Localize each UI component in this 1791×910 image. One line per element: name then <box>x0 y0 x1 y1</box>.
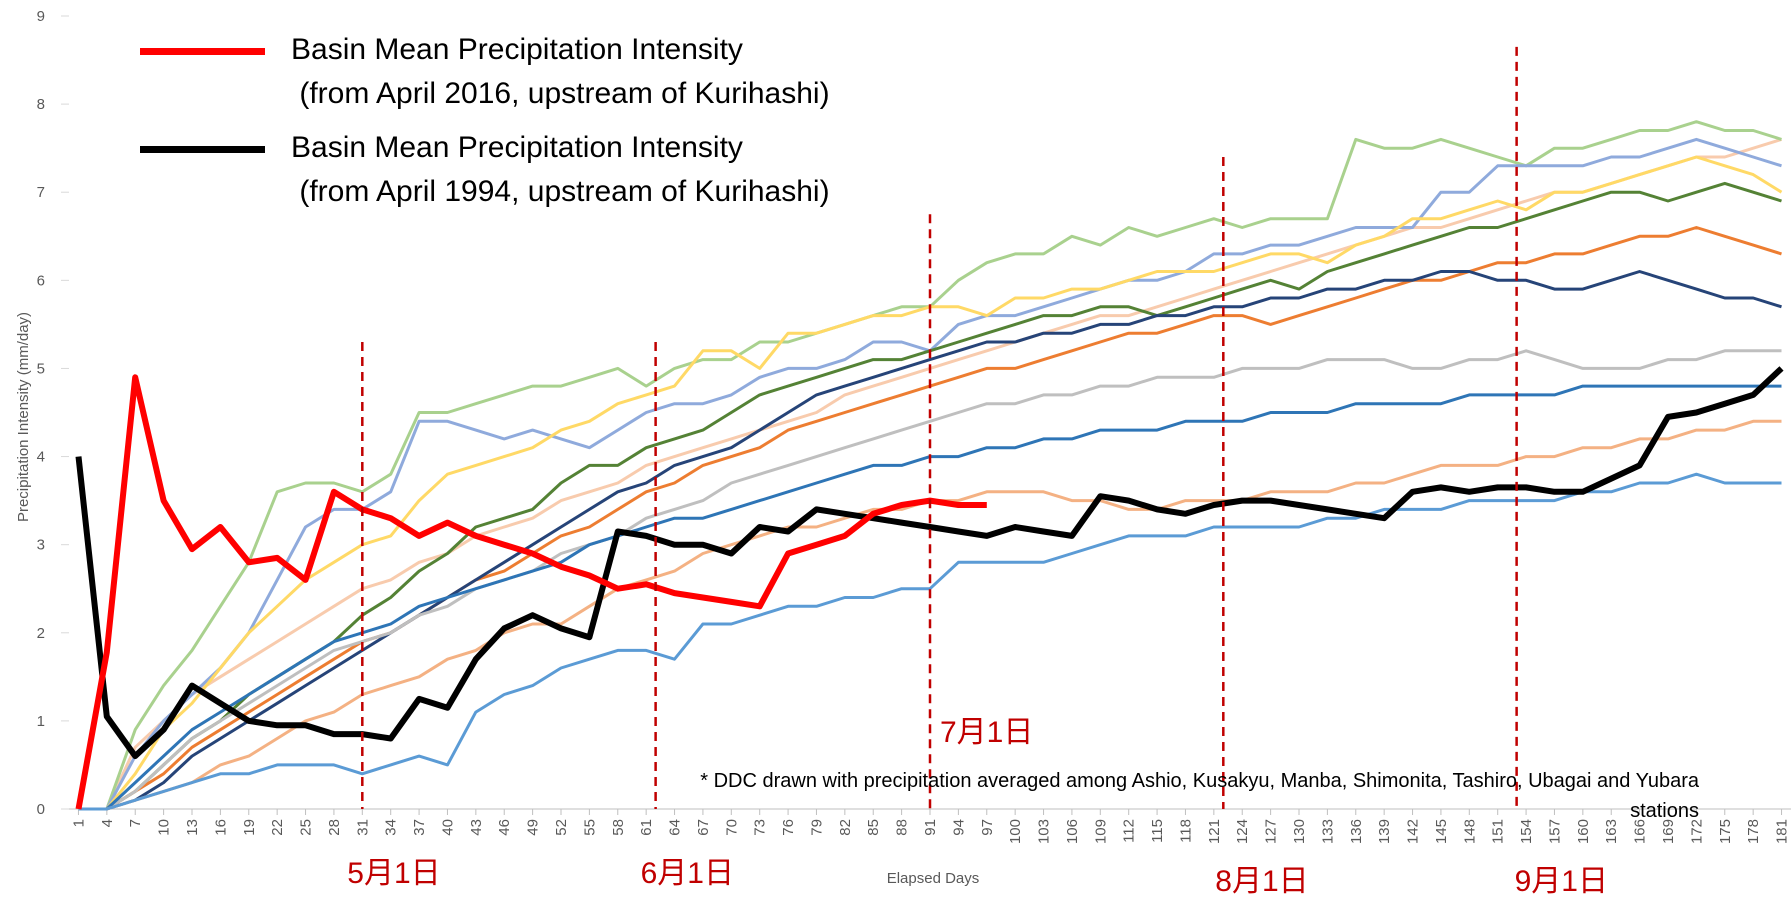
x-tick-label: 91 <box>922 819 939 836</box>
x-tick-label: 145 <box>1433 819 1450 844</box>
x-tick-label: 109 <box>1092 819 1109 844</box>
x-tick-label: 31 <box>354 819 371 836</box>
x-tick-label: 121 <box>1206 819 1223 844</box>
x-tick-label: 46 <box>496 819 513 836</box>
x-tick-label: 67 <box>695 819 712 836</box>
x-tick-label: 139 <box>1376 819 1393 844</box>
month-label: 7月1日 <box>940 716 1033 749</box>
month-label: 8月1日 <box>1215 865 1308 898</box>
y-tick-label: 0 <box>37 801 45 818</box>
x-tick-label: 10 <box>156 819 173 836</box>
x-tick-label: 22 <box>269 819 286 836</box>
legend-item: Basin Mean Precipitation Intensity (from… <box>140 28 830 116</box>
month-label: 9月1日 <box>1515 865 1608 898</box>
x-tick-label: 7 <box>127 819 144 827</box>
x-tick-label: 106 <box>1064 819 1081 844</box>
x-tick-label: 43 <box>468 819 485 836</box>
y-tick-label: 5 <box>37 360 45 377</box>
x-tick-label: 88 <box>894 819 911 836</box>
legend-label: Basin Mean Precipitation Intensity (from… <box>291 33 830 110</box>
x-tick-label: 169 <box>1660 819 1677 844</box>
x-tick-label: 94 <box>950 819 967 836</box>
x-tick-label: 16 <box>212 819 229 836</box>
x-tick-label: 49 <box>525 819 542 836</box>
y-tick-label: 6 <box>37 272 45 289</box>
series-line <box>75 374 987 810</box>
month-label: 6月1日 <box>641 857 734 890</box>
x-tick-label: 124 <box>1234 819 1251 844</box>
x-tick-label: 64 <box>667 819 684 836</box>
legend-swatch <box>140 48 265 55</box>
x-tick-label: 19 <box>241 819 258 836</box>
y-tick-label: 2 <box>37 625 45 642</box>
x-tick-label: 166 <box>1632 819 1649 844</box>
series-line <box>78 419 1782 811</box>
y-tick-label: 7 <box>37 184 45 201</box>
x-tick-label: 148 <box>1461 819 1478 844</box>
x-tick-label: 115 <box>1149 819 1166 843</box>
legend-swatch <box>140 146 265 153</box>
x-tick-label: 73 <box>752 819 769 836</box>
x-tick-label: 100 <box>1007 819 1024 844</box>
x-tick-label: 85 <box>865 819 882 836</box>
x-tick-label: 4 <box>99 819 116 827</box>
legend-label: Basin Mean Precipitation Intensity (from… <box>291 131 830 208</box>
x-axis-title: Elapsed Days <box>887 870 980 887</box>
x-tick-label: 13 <box>184 819 201 836</box>
x-tick-label: 142 <box>1405 819 1422 844</box>
x-tick-label: 175 <box>1717 819 1734 844</box>
series-line <box>78 120 1782 811</box>
x-tick-label: 103 <box>1036 819 1053 844</box>
x-tick-label: 82 <box>837 819 854 836</box>
x-tick-label: 163 <box>1603 819 1620 844</box>
x-tick-label: 157 <box>1546 819 1563 844</box>
x-tick-label: 178 <box>1745 819 1762 844</box>
x-tick-label: 172 <box>1688 819 1705 844</box>
x-tick-label: 76 <box>780 819 797 836</box>
x-tick-label: 136 <box>1348 819 1365 844</box>
legend-item: Basin Mean Precipitation Intensity (from… <box>140 126 830 214</box>
x-tick-label: 28 <box>326 819 343 836</box>
x-tick-label: 181 <box>1774 819 1791 844</box>
x-tick-label: 118 <box>1177 819 1194 843</box>
x-tick-label: 52 <box>553 819 570 836</box>
y-tick-label: 3 <box>37 537 45 554</box>
x-tick-label: 160 <box>1575 819 1592 844</box>
x-tick-label: 55 <box>581 819 598 836</box>
x-tick-label: 151 <box>1490 819 1507 844</box>
footnote: * DDC drawn with precipitation averaged … <box>700 770 1699 822</box>
month-label: 5月1日 <box>347 857 440 890</box>
x-tick-label: 154 <box>1518 819 1535 844</box>
y-tick-label: 8 <box>37 96 45 113</box>
y-tick-label: 9 <box>37 8 45 25</box>
x-tick-label: 133 <box>1319 819 1336 844</box>
x-tick-label: 37 <box>411 819 428 836</box>
y-tick-label: 4 <box>37 449 45 466</box>
x-tick-label: 25 <box>298 819 315 836</box>
x-tick-label: 1 <box>70 819 87 827</box>
x-tick-label: 112 <box>1121 819 1138 843</box>
x-tick-label: 34 <box>383 819 400 836</box>
x-tick-label: 127 <box>1263 819 1280 844</box>
y-axis-title: Precipitation Intensity (mm/day) <box>15 312 32 522</box>
x-tick-label: 58 <box>610 819 627 836</box>
x-tick-label: 61 <box>638 819 655 836</box>
x-tick-label: 40 <box>439 819 456 836</box>
y-tick-label: 1 <box>37 713 45 730</box>
x-tick-label: 97 <box>979 819 996 836</box>
series-line <box>78 349 1782 811</box>
series-line <box>78 472 1782 811</box>
x-tick-label: 70 <box>723 819 740 836</box>
x-tick-label: 130 <box>1291 819 1308 844</box>
legend: Basin Mean Precipitation Intensity (from… <box>140 28 830 224</box>
x-tick-label: 79 <box>808 819 825 836</box>
